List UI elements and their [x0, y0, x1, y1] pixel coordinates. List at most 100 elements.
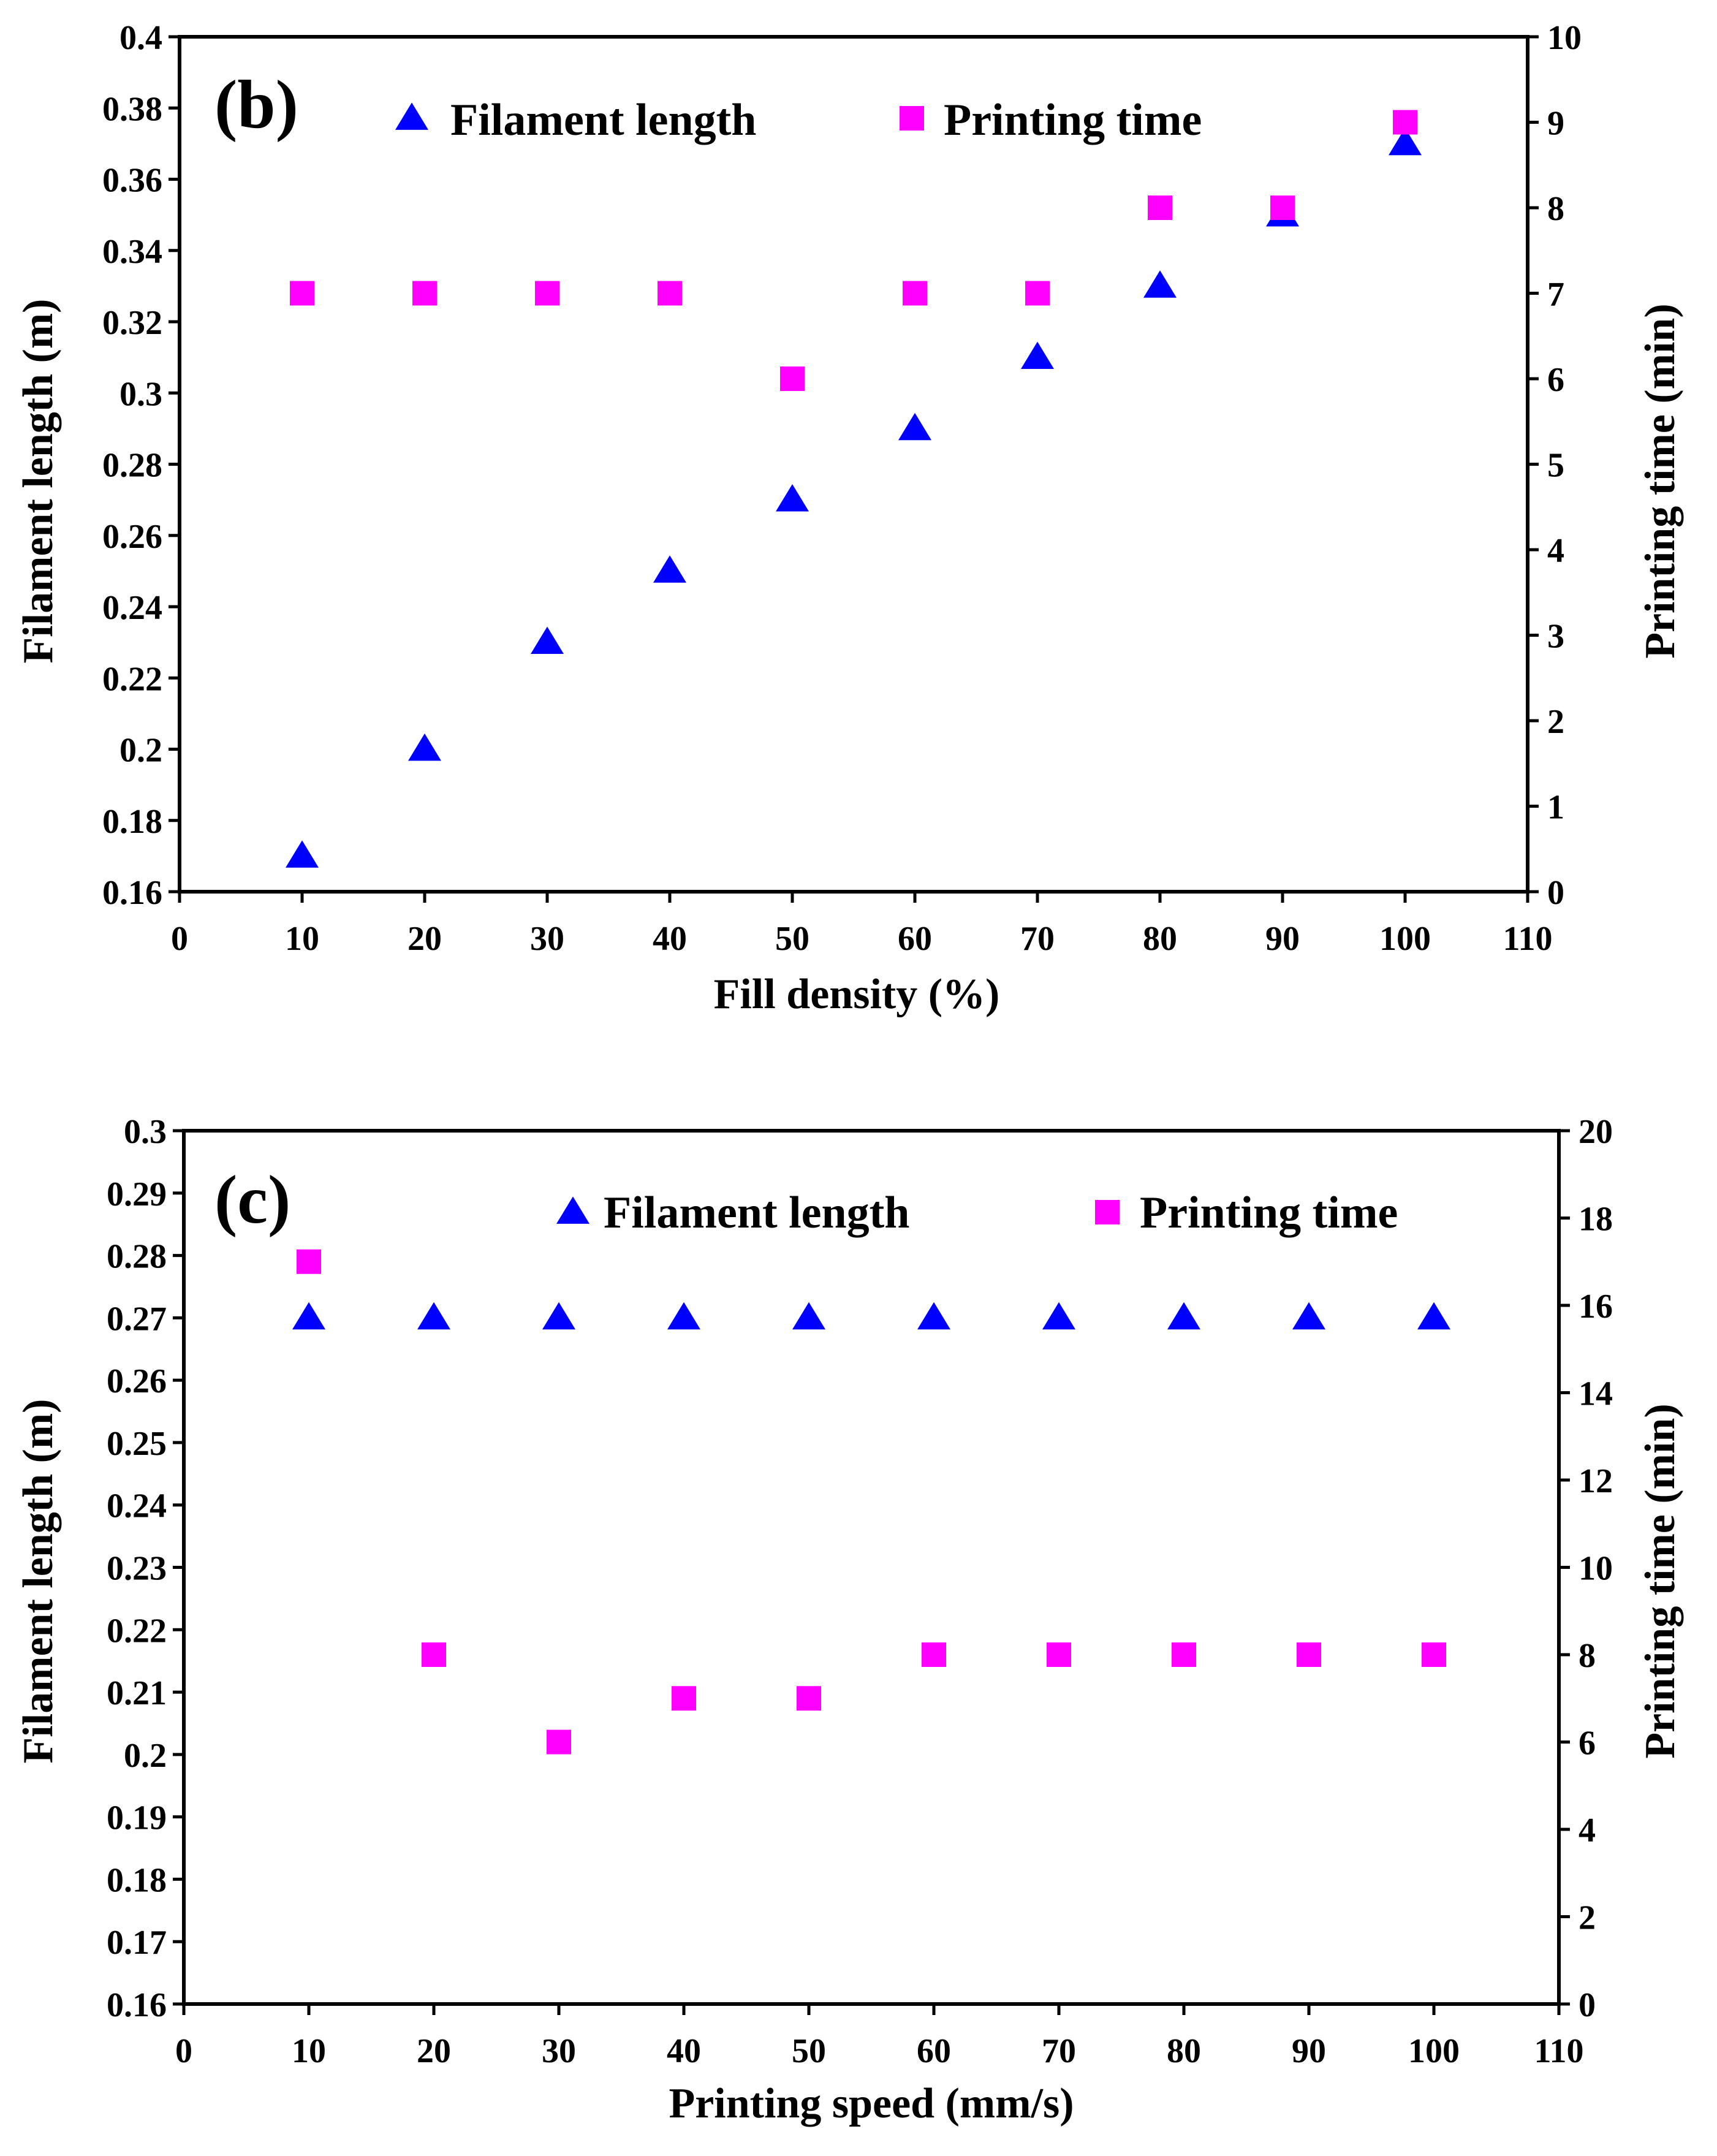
y-right-tick-label: 4: [1547, 532, 1564, 570]
printing-time-point: [1393, 110, 1417, 135]
legend-printing-label: Printing time: [944, 95, 1202, 145]
y-axis-right-label: Printing time (min): [1637, 303, 1684, 658]
y-left-tick-label: 0.4: [119, 19, 162, 57]
legend-square-icon: [1095, 1200, 1120, 1224]
y-right-tick-label: 9: [1547, 105, 1564, 143]
filament-length-point: [898, 412, 931, 441]
y-axis-left-label: Filament length (m): [15, 299, 62, 664]
y-left-tick-label: 0.24: [107, 1487, 167, 1525]
y-left-tick-label: 0.29: [107, 1175, 167, 1213]
x-tick-label: 50: [792, 2032, 826, 2070]
printing-time-point: [1047, 1642, 1071, 1667]
printing-time-point: [547, 1729, 571, 1755]
printing-time-point: [922, 1642, 946, 1667]
chart-panel-c: (c) Filament length Printing time Printi…: [15, 1113, 1684, 2127]
x-tick-label: 0: [171, 920, 188, 958]
printing-time-point: [1148, 195, 1172, 220]
printing-time-point: [797, 1686, 821, 1711]
filament-length-point: [1292, 1302, 1325, 1330]
y-left-tick-label: 0.16: [102, 874, 162, 912]
legend-triangle-icon: [395, 102, 428, 130]
legend-triangle-icon: [556, 1196, 589, 1224]
legend-filament-marker: [395, 102, 428, 130]
filament-length-point: [417, 1302, 450, 1330]
x-tick-label: 80: [1167, 2032, 1201, 2070]
x-tick-label: 80: [1143, 920, 1177, 958]
y-left-tick-label: 0.17: [107, 1924, 167, 1962]
printing-time-point: [780, 366, 805, 391]
printing-time-point: [297, 1249, 321, 1274]
y-left-tick-label: 0.26: [102, 518, 162, 556]
filament-length-point: [667, 1302, 700, 1330]
x-tick-label: 40: [653, 920, 687, 958]
y-left-tick-label: 0.26: [107, 1362, 167, 1400]
y-right-tick-label: 8: [1547, 190, 1564, 228]
y-right-tick-label: 4: [1579, 1812, 1596, 1850]
y-left-tick-label: 0.24: [102, 589, 162, 627]
y-right-tick-label: 12: [1579, 1462, 1613, 1500]
legend: Filament length Printing time: [395, 95, 1202, 145]
printing-time-point: [1270, 195, 1295, 220]
y-left-tick-label: 0.16: [107, 1986, 167, 2024]
legend-filament-marker: [556, 1196, 589, 1224]
legend-square-icon: [900, 106, 924, 131]
x-tick-label: 100: [1379, 920, 1431, 958]
printing-time-point: [535, 281, 559, 306]
y-right-tick-label: 10: [1547, 19, 1582, 57]
filament-length-point: [542, 1302, 575, 1330]
x-tick-label: 0: [175, 2032, 192, 2070]
x-tick-label: 30: [530, 920, 564, 958]
y-left-tick-label: 0.2: [119, 732, 162, 770]
y-left-tick-label: 0.19: [107, 1799, 167, 1837]
y-left-tick-label: 0.34: [102, 233, 162, 271]
y-left-tick-label: 0.25: [107, 1425, 167, 1463]
y-right-tick-label: 8: [1579, 1637, 1596, 1675]
y-right-tick-label: 7: [1547, 276, 1564, 314]
x-tick-label: 110: [1503, 920, 1553, 958]
x-tick-label: 60: [898, 920, 932, 958]
y-axis-right-label: Printing time (min): [1637, 1403, 1684, 1758]
y-right-tick-label: 14: [1579, 1375, 1613, 1413]
printing-time-point: [1422, 1642, 1446, 1667]
y-left-tick-label: 0.22: [102, 660, 162, 698]
y-left-tick-label: 0.38: [102, 90, 162, 128]
x-axis-label: Printing speed (mm/s): [669, 2080, 1074, 2127]
x-tick-label: 50: [775, 920, 809, 958]
filament-length-point: [917, 1302, 950, 1330]
x-tick-label: 10: [285, 920, 319, 958]
x-tick-label: 60: [917, 2032, 951, 2070]
y-right-tick-label: 5: [1547, 447, 1564, 485]
y-left-tick-label: 0.21: [107, 1674, 167, 1712]
y-right-tick-label: 6: [1579, 1725, 1596, 1763]
legend-filament-label: Filament length: [604, 1188, 909, 1238]
y-left-tick-label: 0.36: [102, 162, 162, 200]
legend-printing-label: Printing time: [1140, 1188, 1398, 1238]
filament-length-point: [531, 626, 564, 655]
y-left-tick-label: 0.28: [102, 447, 162, 485]
filament-length-point: [1042, 1302, 1075, 1330]
x-tick-label: 20: [417, 2032, 451, 2070]
y-right-tick-label: 2: [1547, 703, 1564, 741]
filament-length-point: [1389, 127, 1422, 156]
x-tick-label: 30: [542, 2032, 576, 2070]
printing-time-point: [412, 281, 437, 306]
printing-time-point: [422, 1642, 446, 1667]
y-right-tick-label: 2: [1579, 1899, 1596, 1937]
y-left-tick-label: 0.3: [124, 1113, 167, 1151]
x-tick-label: 100: [1408, 2032, 1460, 2070]
x-tick-label: 70: [1020, 920, 1055, 958]
y-left-tick-label: 0.18: [102, 803, 162, 841]
x-tick-label: 70: [1042, 2032, 1076, 2070]
legend-printing-marker: [900, 106, 924, 131]
filament-length-point: [1167, 1302, 1200, 1330]
x-tick-label: 110: [1534, 2032, 1584, 2070]
y-axis-left-label: Filament length (m): [15, 1399, 62, 1764]
y-left-tick-label: 0.32: [102, 304, 162, 342]
printing-time-point: [1297, 1642, 1321, 1667]
x-tick-label: 10: [292, 2032, 326, 2070]
printing-time-point: [290, 281, 314, 306]
y-right-tick-label: 3: [1547, 618, 1564, 656]
x-tick-label: 40: [667, 2032, 701, 2070]
panel-label: (b): [214, 67, 298, 143]
filament-length-point: [1143, 270, 1177, 298]
